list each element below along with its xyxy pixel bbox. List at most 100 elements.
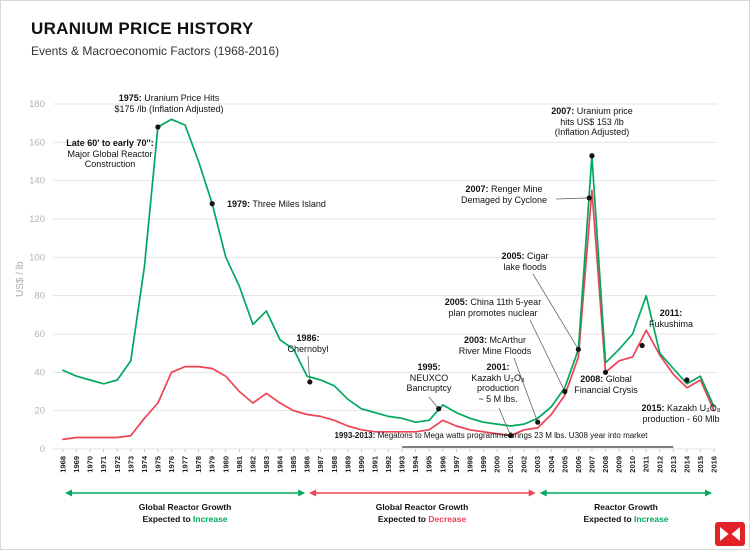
x-tick-label: 1982 <box>248 456 257 473</box>
x-tick-label: 1992 <box>384 456 393 473</box>
x-tick-label: 2015 <box>696 456 705 473</box>
x-tick-label: 2013 <box>669 456 678 473</box>
phase-label-growth-increase-2: Reactor Growth Expected to Increase <box>541 501 711 526</box>
brand-logo <box>715 522 745 546</box>
y-tick-label: 160 <box>29 137 45 148</box>
y-tick-label: 80 <box>34 291 45 302</box>
phase-arrowhead-left <box>309 489 317 497</box>
x-tick-label: 2012 <box>655 456 664 473</box>
x-tick-label: 1981 <box>235 456 244 473</box>
annotation-leader-line <box>555 197 590 200</box>
x-tick-label: 2003 <box>533 456 542 473</box>
x-tick-label: 1978 <box>194 456 203 473</box>
x-tick-label: 1995 <box>425 456 434 473</box>
price-line-nominal-price <box>62 189 715 441</box>
x-tick-label: 1990 <box>357 456 366 473</box>
y-tick-label: 20 <box>34 406 45 417</box>
x-tick-label: 2006 <box>574 456 583 473</box>
y-tick-label: 0 <box>40 444 45 455</box>
phase-word: Increase <box>634 514 669 525</box>
y-tick-label: 40 <box>34 367 45 378</box>
x-tick-label: 1973 <box>126 456 135 473</box>
chart-annotation-megatons-programme: 1993-2013: Megatons to Mega watts progra… <box>291 431 691 440</box>
y-tick-label: 120 <box>29 214 45 225</box>
x-tick-label: 1996 <box>438 456 447 473</box>
annotation-dot <box>586 195 592 201</box>
annotation-leader-line <box>532 273 579 350</box>
phase-arrowhead-left <box>65 489 72 497</box>
annotation-dot <box>589 153 595 159</box>
phase-arrowhead-right <box>528 489 536 497</box>
x-tick-label: 1970 <box>86 456 95 473</box>
phase-word: Decrease <box>428 514 467 525</box>
logo-background <box>715 522 745 546</box>
x-tick-label: 1969 <box>72 456 81 473</box>
x-tick-label: 2007 <box>587 456 596 473</box>
annotation-dot <box>535 419 541 425</box>
phase-prefix: Expected to <box>583 514 632 525</box>
x-tick-label: 1991 <box>370 456 379 473</box>
x-tick-label: 2011 <box>642 456 651 472</box>
x-tick-label: 1989 <box>343 456 352 473</box>
x-tick-label: 1984 <box>276 455 285 473</box>
x-tick-label: 1975 <box>153 456 162 473</box>
x-tick-label: 1971 <box>99 456 108 473</box>
x-tick-label: 2001 <box>506 456 515 473</box>
annotation-leader-line <box>513 357 539 423</box>
phase-title: Global Reactor Growth <box>375 502 469 512</box>
x-tick-label: 2010 <box>628 456 637 473</box>
y-tick-label: 180 <box>29 99 45 110</box>
x-tick-label: 2009 <box>615 456 624 473</box>
x-tick-label: 2000 <box>493 456 502 473</box>
x-tick-label: 2004 <box>547 455 556 473</box>
annotation-leader-line <box>307 355 311 382</box>
x-tick-label: 1993 <box>398 456 407 473</box>
y-tick-label: 60 <box>34 329 45 340</box>
phase-word: Increase <box>193 514 228 525</box>
phase-label-growth-decrease: Global Reactor Growth Expected to Decrea… <box>337 501 507 526</box>
x-tick-label: 1988 <box>330 456 339 473</box>
y-tick-label: 140 <box>29 176 45 187</box>
phase-arrowhead-left <box>539 489 547 497</box>
annotation-dot <box>602 369 609 375</box>
annotation-dot <box>307 379 313 385</box>
page-title: URANIUM PRICE HISTORY <box>31 19 254 38</box>
page-subtitle: Events & Macroeconomic Factors (1968-201… <box>31 44 280 58</box>
logo-glyph-right <box>731 527 740 541</box>
x-tick-label: 2016 <box>710 456 719 473</box>
phase-label-growth-increase-1: Global Reactor Growth Expected to Increa… <box>100 501 270 526</box>
annotation-leader-line <box>529 319 566 392</box>
x-tick-label: 1998 <box>465 456 474 473</box>
x-tick-label: 1997 <box>452 456 461 473</box>
phase-title: Reactor Growth <box>594 502 658 512</box>
x-tick-label: 1974 <box>140 455 149 473</box>
x-tick-label: 1985 <box>289 456 298 473</box>
annotation-dot <box>436 406 442 412</box>
phase-title: Global Reactor Growth <box>138 502 232 512</box>
phase-arrowhead-right <box>705 489 712 497</box>
phase-prefix: Expected to <box>377 514 426 525</box>
x-tick-label: 1972 <box>113 456 122 473</box>
x-tick-label: 1999 <box>479 456 488 473</box>
x-tick-label: 2002 <box>520 456 529 473</box>
annotation-dot <box>684 377 690 383</box>
x-tick-label: 1994 <box>411 455 420 473</box>
x-tick-label: 1980 <box>221 456 230 473</box>
y-tick-label: 100 <box>29 252 45 263</box>
annotation-dot <box>562 388 568 395</box>
x-tick-label: 1987 <box>316 456 325 473</box>
x-tick-label: 1979 <box>208 456 217 473</box>
annotation-dot <box>639 342 645 349</box>
annotation-dot <box>507 432 514 439</box>
annotation-leader-line <box>498 407 511 436</box>
annotation-dot <box>209 201 215 207</box>
x-tick-label: 1983 <box>262 456 271 473</box>
x-tick-label: 1986 <box>303 456 312 473</box>
annotation-dot <box>155 124 161 130</box>
annotation-year-range: 1993-2013: <box>334 431 376 440</box>
x-tick-label: 2008 <box>601 456 610 473</box>
annotation-dot <box>575 346 581 352</box>
phase-prefix: Expected to <box>142 514 191 525</box>
logo-glyph-left <box>720 527 729 541</box>
